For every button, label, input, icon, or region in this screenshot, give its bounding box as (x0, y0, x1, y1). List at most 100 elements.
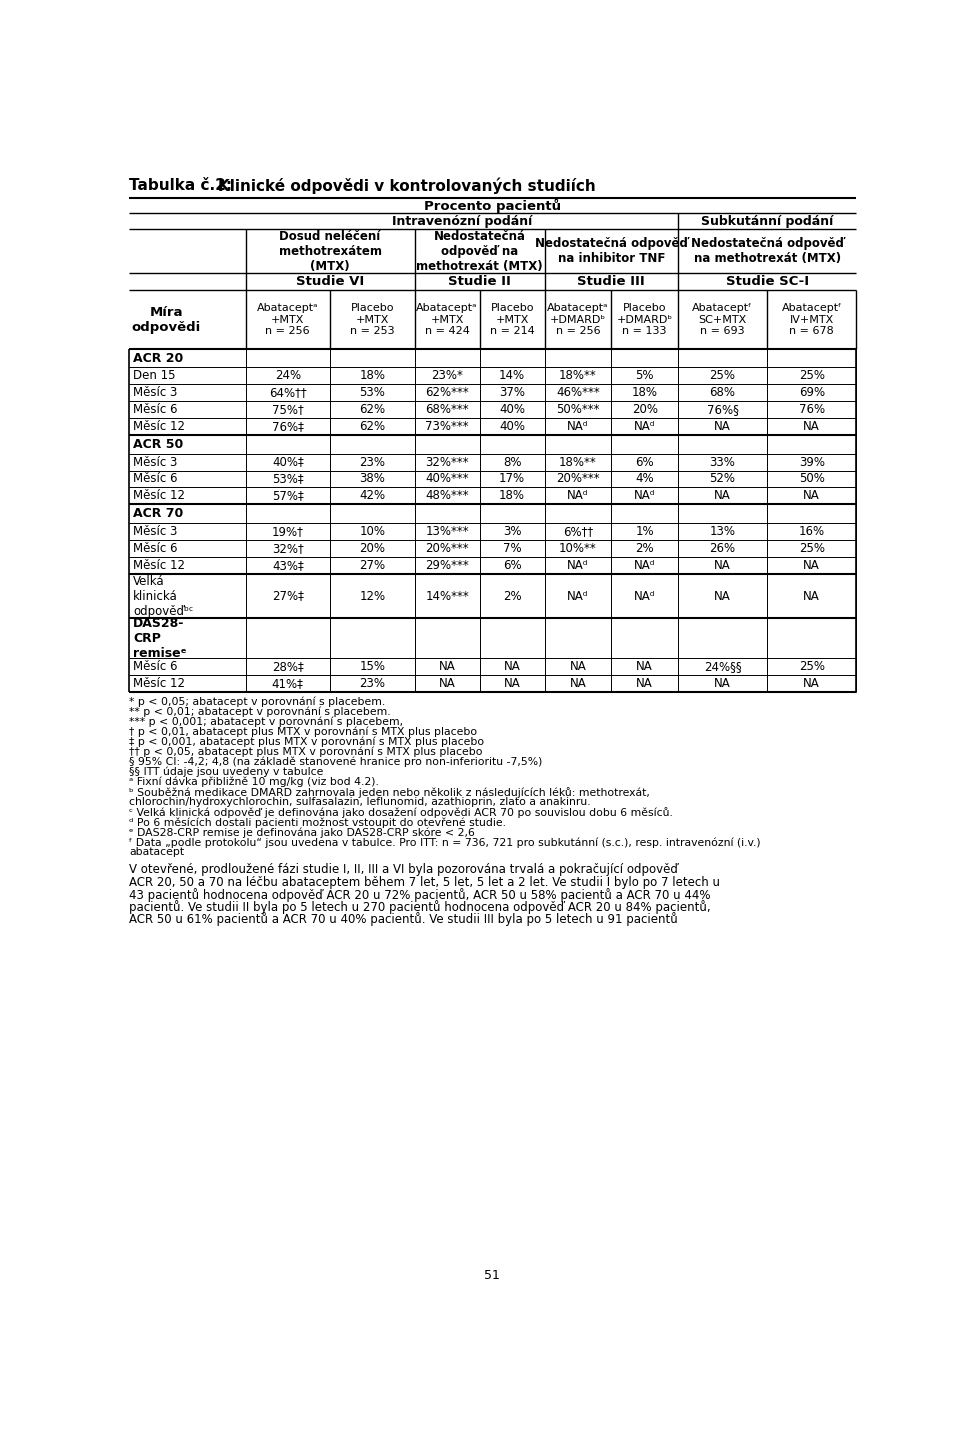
Text: Nedostatečná odpověď
na inhibitor TNF: Nedostatečná odpověď na inhibitor TNF (535, 237, 687, 266)
Text: Placebo
+MTX
n = 253: Placebo +MTX n = 253 (350, 303, 395, 336)
Text: NA: NA (504, 677, 520, 690)
Text: 6%: 6% (503, 559, 521, 572)
Text: NAᵈ: NAᵈ (634, 490, 656, 503)
Text: Dosud neléčení
methotrexátem
(MTX): Dosud neléčení methotrexátem (MTX) (278, 230, 381, 273)
Text: 27%‡: 27%‡ (272, 589, 303, 602)
Text: 18%**: 18%** (559, 370, 597, 383)
Text: 8%: 8% (503, 455, 521, 468)
Text: Měsíc 6: Měsíc 6 (133, 472, 178, 485)
Text: 1%: 1% (636, 524, 654, 537)
Text: NA: NA (714, 559, 731, 572)
Text: NA: NA (804, 559, 820, 572)
Text: 15%: 15% (359, 660, 385, 673)
Text: NAᵈ: NAᵈ (567, 559, 588, 572)
Text: pacientů. Ve studii II byla po 5 letech u 270 pacientů hodnocena odpověď ACR 20 : pacientů. Ve studii II byla po 5 letech … (130, 900, 711, 914)
Text: ACR 50: ACR 50 (133, 438, 183, 451)
Text: 25%: 25% (799, 542, 825, 554)
Text: 28%‡: 28%‡ (272, 660, 303, 673)
Text: 12%: 12% (359, 589, 385, 602)
Text: 42%: 42% (359, 490, 385, 503)
Text: Měsíc 12: Měsíc 12 (133, 677, 185, 690)
Text: Klinické odpovědi v kontrolovaných studiích: Klinické odpovědi v kontrolovaných studi… (219, 178, 596, 193)
Text: 40%: 40% (499, 403, 525, 416)
Text: ACR 20: ACR 20 (133, 351, 183, 364)
Text: 51: 51 (484, 1269, 500, 1282)
Text: 13%: 13% (709, 524, 735, 537)
Text: Abataceptᶠ
SC+MTX
n = 693: Abataceptᶠ SC+MTX n = 693 (692, 303, 753, 336)
Text: 18%: 18% (359, 370, 385, 383)
Text: Abataceptᶠ
IV+MTX
n = 678: Abataceptᶠ IV+MTX n = 678 (781, 303, 842, 336)
Text: NA: NA (636, 677, 653, 690)
Text: ** p < 0,01; abatacept v porovnání s placebem.: ** p < 0,01; abatacept v porovnání s pla… (130, 708, 391, 718)
Text: NAᵈ: NAᵈ (567, 589, 588, 602)
Text: 2%: 2% (503, 589, 521, 602)
Text: † p < 0,01, abatacept plus MTX v porovnání s MTX plus placebo: † p < 0,01, abatacept plus MTX v porovná… (130, 726, 477, 738)
Text: ᶜ Velká klinická odpověď je definována jako dosažení odpovědi ACR 70 po souvislo: ᶜ Velká klinická odpověď je definována j… (130, 807, 673, 817)
Text: NA: NA (569, 660, 587, 673)
Text: 29%***: 29%*** (425, 559, 468, 572)
Text: Procento pacientů: Procento pacientů (424, 198, 562, 212)
Text: Abataceptᵃ
+DMARDᵇ
n = 256: Abataceptᵃ +DMARDᵇ n = 256 (547, 303, 609, 336)
Text: 37%: 37% (499, 386, 525, 399)
Text: NA: NA (804, 420, 820, 433)
Text: 19%†: 19%† (272, 524, 303, 537)
Text: †† p < 0,05, abatacept plus MTX v porovnání s MTX plus placebo: †† p < 0,05, abatacept plus MTX v porovn… (130, 747, 483, 758)
Text: 68%***: 68%*** (425, 403, 468, 416)
Text: 20%***: 20%*** (425, 542, 468, 554)
Text: NAᵈ: NAᵈ (634, 420, 656, 433)
Text: NA: NA (714, 677, 731, 690)
Text: 52%: 52% (709, 472, 735, 485)
Text: Měsíc 6: Měsíc 6 (133, 542, 178, 554)
Text: 76%‡: 76%‡ (272, 420, 303, 433)
Text: Nedostatečná odpověď
na methotrexát (MTX): Nedostatečná odpověď na methotrexát (MTX… (690, 237, 844, 266)
Text: 46%***: 46%*** (556, 386, 600, 399)
Text: NA: NA (636, 660, 653, 673)
Text: NA: NA (439, 677, 455, 690)
Text: 17%: 17% (499, 472, 525, 485)
Text: 48%***: 48%*** (425, 490, 468, 503)
Text: Placebo
+DMARDᵇ
n = 133: Placebo +DMARDᵇ n = 133 (616, 303, 673, 336)
Text: 73%***: 73%*** (425, 420, 468, 433)
Text: Míra
odpovědi: Míra odpovědi (132, 306, 201, 334)
Text: 25%: 25% (799, 370, 825, 383)
Text: NAᵈ: NAᵈ (567, 490, 588, 503)
Text: 4%: 4% (636, 472, 654, 485)
Text: Studie VI: Studie VI (296, 276, 364, 289)
Text: 50%: 50% (799, 472, 825, 485)
Text: Studie II: Studie II (448, 276, 511, 289)
Text: abatacept: abatacept (130, 848, 184, 858)
Text: 76%§: 76%§ (707, 403, 738, 416)
Text: Studie SC-I: Studie SC-I (726, 276, 808, 289)
Text: * p < 0,05; abatacept v porovnání s placebem.: * p < 0,05; abatacept v porovnání s plac… (130, 697, 386, 708)
Text: 3%: 3% (503, 524, 521, 537)
Text: 6%††: 6%†† (563, 524, 593, 537)
Text: 76%: 76% (799, 403, 825, 416)
Text: Placebo
+MTX
n = 214: Placebo +MTX n = 214 (490, 303, 535, 336)
Text: 5%: 5% (636, 370, 654, 383)
Text: ᵃ Fixní dávka přibližně 10 mg/kg (viz bod 4.2).: ᵃ Fixní dávka přibližně 10 mg/kg (viz bo… (130, 777, 379, 787)
Text: ‡ p < 0,001, abatacept plus MTX v porovnání s MTX plus placebo: ‡ p < 0,001, abatacept plus MTX v porovn… (130, 736, 485, 748)
Text: Měsíc 12: Měsíc 12 (133, 420, 185, 433)
Text: NA: NA (714, 420, 731, 433)
Text: 75%†: 75%† (272, 403, 303, 416)
Text: Den 15: Den 15 (133, 370, 176, 383)
Text: 20%: 20% (632, 403, 658, 416)
Text: NAᵈ: NAᵈ (567, 420, 588, 433)
Text: 18%**: 18%** (559, 455, 597, 468)
Text: 32%***: 32%*** (425, 455, 468, 468)
Text: 14%: 14% (499, 370, 525, 383)
Text: 23%: 23% (359, 677, 385, 690)
Text: ACR 70: ACR 70 (133, 507, 183, 520)
Text: 53%‡: 53%‡ (272, 472, 303, 485)
Text: 25%: 25% (709, 370, 735, 383)
Text: Měsíc 3: Měsíc 3 (133, 524, 178, 537)
Text: 6%: 6% (636, 455, 654, 468)
Text: Velká
klinická
odpověďᵇᶜ: Velká klinická odpověďᵇᶜ (133, 575, 194, 618)
Text: 16%: 16% (799, 524, 825, 537)
Text: Abataceptᵃ
+MTX
n = 256: Abataceptᵃ +MTX n = 256 (257, 303, 319, 336)
Text: 27%: 27% (359, 559, 385, 572)
Text: 68%: 68% (709, 386, 735, 399)
Text: 50%***: 50%*** (556, 403, 600, 416)
Text: 69%: 69% (799, 386, 825, 399)
Text: 2%: 2% (636, 542, 654, 554)
